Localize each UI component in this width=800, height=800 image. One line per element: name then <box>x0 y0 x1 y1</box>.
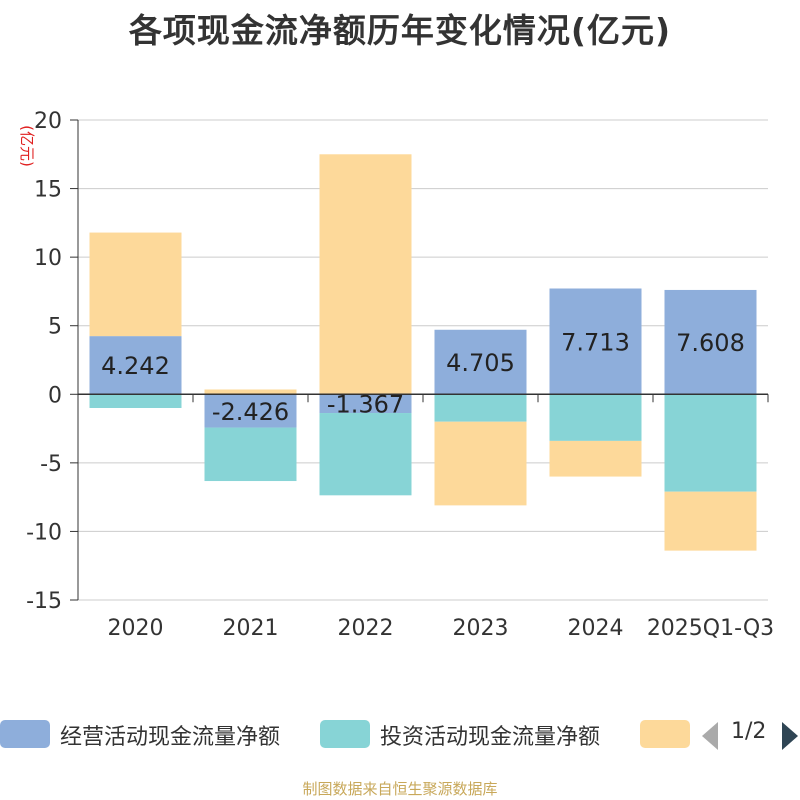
x-tick-label: 2023 <box>453 616 509 641</box>
legend-prev-icon[interactable] <box>702 722 718 750</box>
bar-series3 <box>549 440 642 477</box>
data-label: 7.608 <box>676 329 745 357</box>
bar-series2 <box>549 394 642 441</box>
x-tick-label: 2021 <box>223 616 279 641</box>
y-tick-label: -10 <box>26 520 62 545</box>
bar-series3 <box>664 491 757 551</box>
chart-title: 各项现金流净额历年变化情况(亿元) <box>128 11 672 50</box>
y-tick-label: 15 <box>34 178 62 203</box>
y-tick-label: 5 <box>48 315 62 340</box>
bar-series2 <box>319 413 412 496</box>
y-tick-label: 20 <box>34 109 62 134</box>
x-tick-label: 2020 <box>108 616 164 641</box>
legend-label-operating: 经营活动现金流量净额 <box>60 725 281 750</box>
legend-swatch-operating <box>0 720 50 748</box>
x-tick-label: 2025Q1-Q3 <box>647 616 774 641</box>
data-label: 7.713 <box>561 328 630 356</box>
bar-series2 <box>434 394 527 422</box>
data-label: -1.367 <box>327 391 404 419</box>
y-tick-label: 10 <box>34 246 62 271</box>
y-tick-label: 0 <box>48 383 62 408</box>
data-label: 4.705 <box>446 349 515 377</box>
bar-series3 <box>319 154 412 395</box>
chart-area: (亿元) 20 15 10 5 0 -5 -10 -15 2020 2021 2022 2023 202… <box>18 109 774 641</box>
data-label: -2.426 <box>212 398 289 426</box>
y-tick-label: -15 <box>26 589 62 614</box>
x-tick-label: 2024 <box>568 616 624 641</box>
legend: 经营活动现金流量净额 投资活动现金流量净额 <box>0 716 800 752</box>
bar-series3 <box>204 389 297 395</box>
data-label: 4.242 <box>101 352 170 380</box>
bar-series3 <box>89 232 182 337</box>
bar-series1 <box>204 394 297 428</box>
y-tick-label: -5 <box>40 452 62 477</box>
legend-swatch-investing <box>320 720 370 748</box>
legend-next-icon[interactable] <box>782 722 798 750</box>
bar-series1 <box>664 289 757 395</box>
legend-label-investing: 投资活动现金流量净额 <box>380 725 601 750</box>
y-axis-label: (亿元) <box>18 125 36 167</box>
bar-series1 <box>549 288 642 395</box>
legend-page-indicator: 1/2 <box>731 719 767 744</box>
bar-series1 <box>434 329 527 395</box>
bar-series3 <box>434 421 527 506</box>
data-source-footer: 制图数据来自恒生聚源数据库 <box>302 780 498 798</box>
bar-series1 <box>319 394 412 414</box>
bar-series2 <box>204 427 297 482</box>
legend-swatch-financing <box>640 720 690 748</box>
bar-series1 <box>89 336 182 395</box>
bar-series2 <box>664 394 757 492</box>
bar-series2 <box>89 394 182 408</box>
x-tick-label: 2022 <box>338 616 394 641</box>
